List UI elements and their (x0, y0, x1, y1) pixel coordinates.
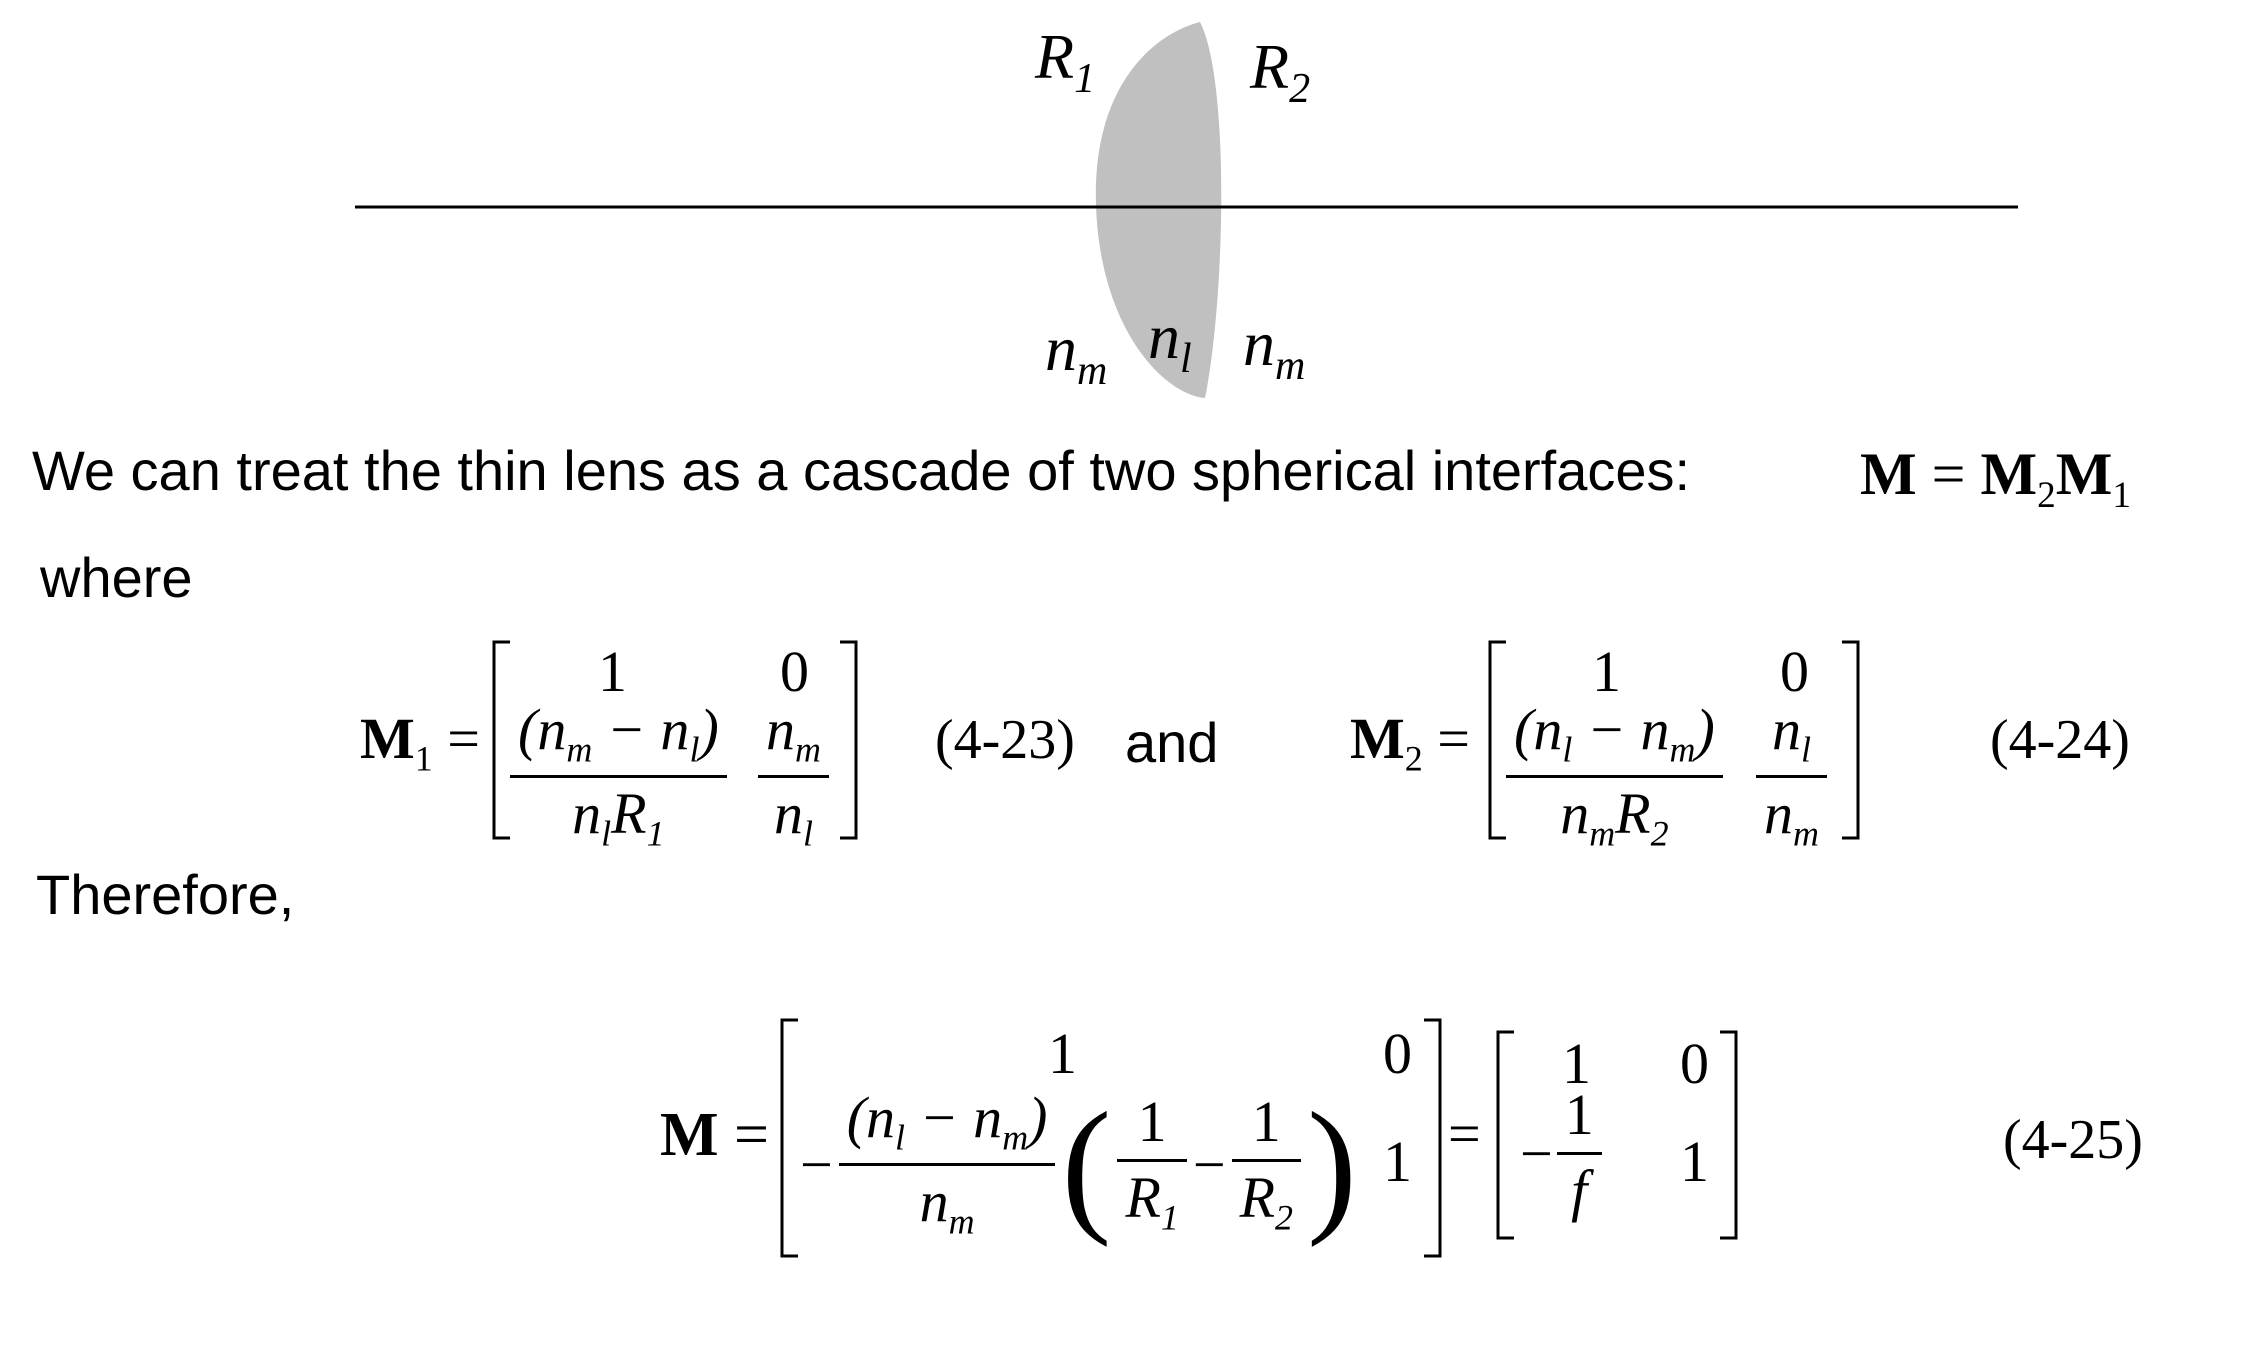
m-label: M = (660, 1101, 769, 1169)
m1-a12: 0 (780, 639, 809, 704)
where-text: where (40, 546, 193, 609)
m2-a12: 0 (1780, 639, 1809, 704)
label-nm-right: nm (1243, 308, 1305, 389)
s-a12: 0 (1680, 1031, 1709, 1096)
m2-a22: nl nm (1756, 699, 1827, 854)
m2-bracket-left (1488, 640, 1506, 840)
m1-a11: 1 (598, 639, 627, 704)
m1-bracket-right (840, 640, 858, 840)
label-nl-lens: nl (1148, 301, 1192, 382)
m-bracket-left (780, 1018, 798, 1258)
m-bracket-right (1424, 1018, 1442, 1258)
cascade-equation: M = M2M1 (1860, 441, 2131, 517)
equals-simplified: = (1448, 1101, 1481, 1166)
label-r1: R1 (1034, 21, 1095, 102)
m1-a22: nm nl (758, 699, 829, 854)
m-a22: 1 (1383, 1129, 1412, 1194)
m2-a11: 1 (1592, 639, 1621, 704)
s-bracket-right (1720, 1030, 1738, 1240)
intro-text: We can treat the thin lens as a cascade … (32, 439, 1691, 502)
m-a21: − (nl − nm) nm ( 1 R1 − 1 R2 ) (800, 1081, 1357, 1248)
m2-a21: (nl − nm) nmR2 (1506, 699, 1723, 854)
s-a11: 1 (1562, 1031, 1591, 1096)
m1-bracket-left (492, 640, 510, 840)
and-text: and (1125, 711, 1219, 774)
s-bracket-left (1496, 1030, 1514, 1240)
thin-lens-diagram: R1 R2 nm nl nm (355, 21, 2018, 398)
s-a22: 1 (1680, 1129, 1709, 1194)
lens-shape (1095, 22, 1222, 398)
m-a12: 0 (1383, 1021, 1412, 1086)
eq-number-4-25: (4-25) (2003, 1109, 2143, 1171)
label-nm-left: nm (1045, 313, 1107, 394)
m-a11: 1 (1048, 1021, 1077, 1086)
m2-label: M2 = (1350, 706, 1470, 779)
m2-bracket-right (1842, 640, 1860, 840)
m1-label: M1 = (360, 706, 480, 779)
therefore-text: Therefore, (36, 863, 295, 926)
label-r2: R2 (1249, 31, 1310, 112)
s-a21: − 1 f (1520, 1084, 1602, 1222)
eq-number-4-23: (4-23) (935, 709, 1075, 771)
eq-number-4-24: (4-24) (1990, 709, 2130, 771)
m1-a21: (nm − nl) nlR1 (510, 699, 727, 854)
